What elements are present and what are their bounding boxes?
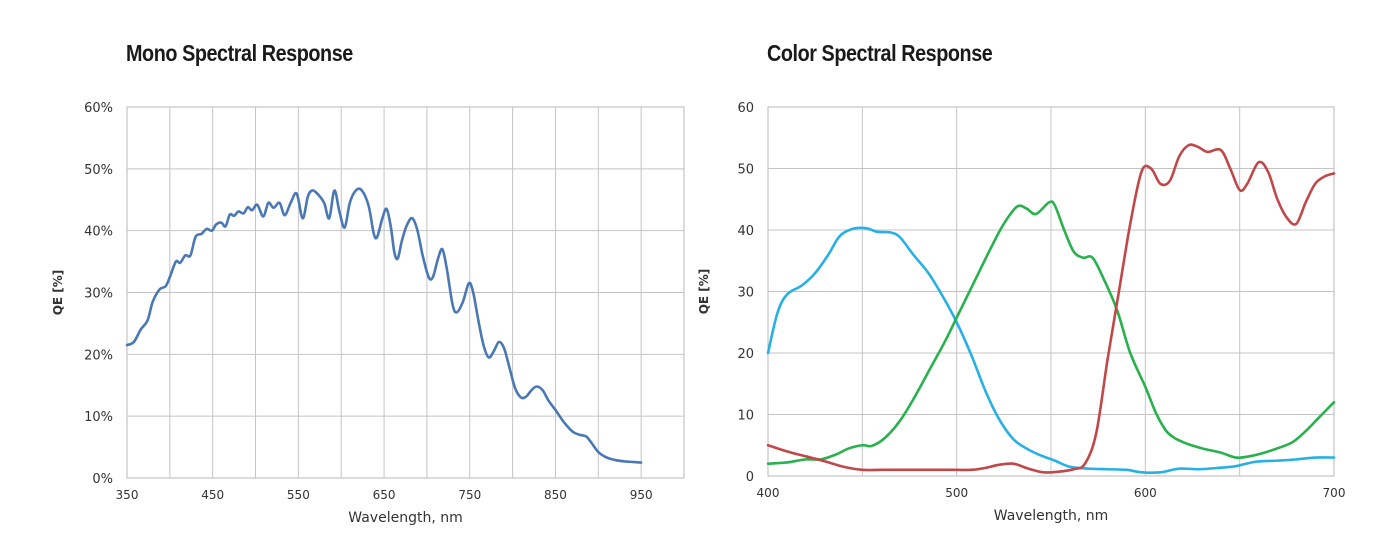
x-tick-label: 650 [373, 488, 396, 502]
y-tick-label: 30 [737, 286, 754, 301]
y-tick-label: 50% [84, 163, 113, 178]
x-tick-label: 600 [1134, 486, 1157, 500]
series-line-red [766, 143, 1336, 474]
x-tick-label: 550 [287, 488, 310, 502]
y-tick-label: 60% [84, 101, 113, 116]
y-tick-label: 10 [737, 409, 754, 424]
y-tick-label: 40 [737, 224, 754, 239]
x-tick-label: 850 [544, 488, 567, 502]
y-tick-label: 10% [84, 410, 113, 425]
x-tick-label: 950 [630, 488, 653, 502]
y-tick-label: 50 [737, 163, 754, 178]
mono-spectral-chart: 350 450 550 650 750 850 950 0% 10% 20% 30% 40% 50% 60… [51, 101, 685, 526]
y-axis-label: QE [%] [51, 270, 65, 316]
y-tick-label: 40% [84, 225, 113, 240]
y-tick-label: 20% [84, 348, 113, 363]
y-tick-label: 30% [84, 287, 113, 302]
mono-chart-title: Mono Spectral Response [126, 40, 353, 66]
y-tick-label: 0 [746, 470, 754, 485]
y-axis-label: QE [%] [697, 269, 711, 315]
color-chart-title: Color Spectral Response [767, 40, 993, 66]
series-line-mono [125, 187, 643, 464]
y-tick-label: 0% [92, 472, 113, 487]
x-tick-label: 700 [1323, 486, 1346, 500]
y-tick-label: 20 [737, 347, 754, 362]
series-line-green [766, 200, 1336, 465]
x-tick-label: 500 [945, 486, 968, 500]
x-tick-label: 450 [201, 488, 224, 502]
x-axis-label: Wavelength, nm [348, 510, 462, 526]
x-tick-label: 750 [458, 488, 481, 502]
y-tick-label: 60 [737, 101, 754, 116]
x-tick-label: 400 [757, 486, 780, 500]
x-tick-label: 350 [116, 488, 139, 502]
x-axis-label: Wavelength, nm [994, 508, 1108, 524]
series-line-blue [766, 226, 1336, 474]
